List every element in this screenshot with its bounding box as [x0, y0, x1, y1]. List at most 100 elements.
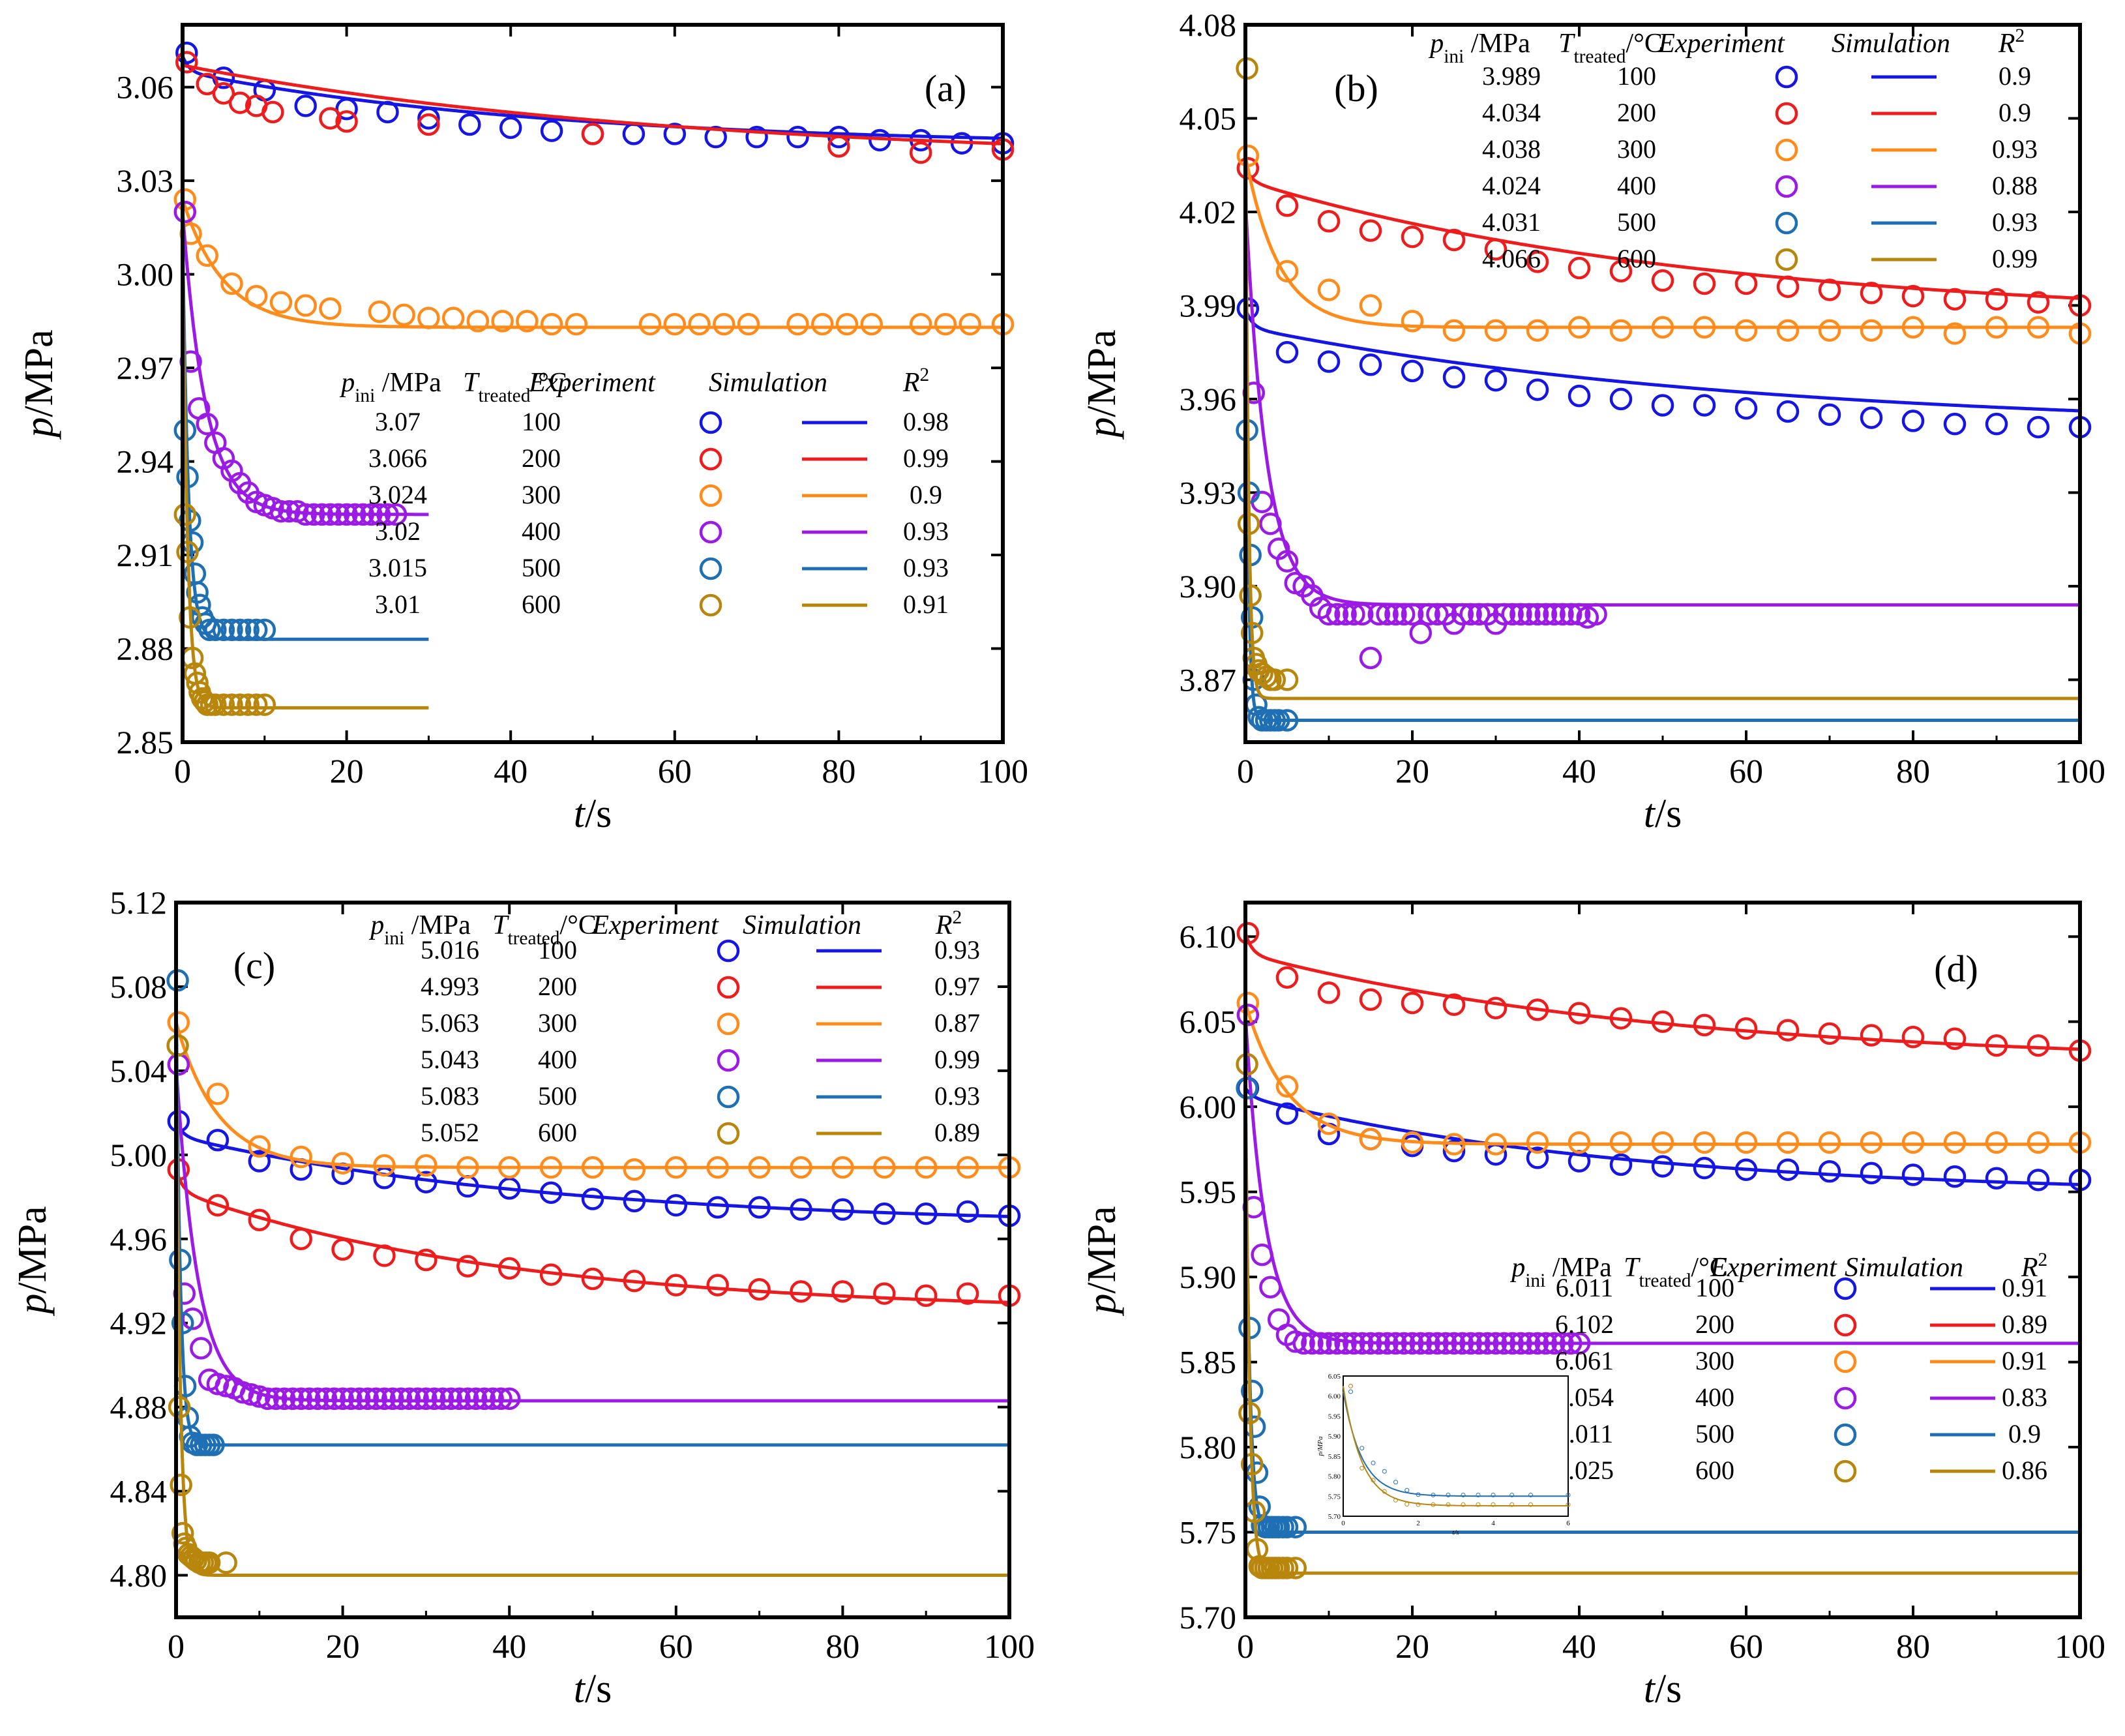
legend-pini-value: 3.066: [368, 443, 427, 473]
legend-temperature-value: 300: [1617, 134, 1656, 164]
experiment-point-300: [860, 312, 883, 336]
experiment-point-300: [173, 188, 197, 211]
inset-point-600: [1404, 1502, 1410, 1507]
legend-pini-value: 5.043: [421, 1045, 479, 1074]
x-tick-label: 20: [330, 753, 364, 790]
experiment-point-400: [368, 503, 391, 526]
experiment-point-300: [1693, 316, 1716, 339]
experiment-point-100: [581, 1188, 604, 1210]
simulation-line-300: [1245, 155, 2080, 329]
experiment-point-200: [212, 82, 235, 105]
legend-marker-200: [1834, 1313, 1857, 1337]
experiment-point-100: [748, 1196, 771, 1219]
experiment-point-400: [1568, 1332, 1591, 1355]
legend-temperature-value: 400: [1617, 171, 1656, 200]
experiment-point-300: [1860, 319, 1883, 342]
experiment-point-300: [294, 294, 317, 317]
experiment-point-200: [873, 1282, 896, 1305]
experiment-point-500: [1240, 1379, 1264, 1403]
experiment-point-400: [1434, 1332, 1457, 1355]
experiment-point-400: [1418, 1332, 1440, 1355]
experiment-point-400: [376, 503, 399, 526]
y-tick-label: 2.85: [117, 724, 174, 760]
simulation-line-400: [1245, 199, 2080, 607]
inset-x-tick-label: 0: [1341, 1519, 1345, 1527]
experiment-point-600: [173, 503, 197, 526]
experiment-point-100: [706, 1196, 729, 1219]
inset-y-label: p/MPa: [1316, 1436, 1324, 1456]
experiment-point-400: [481, 1387, 504, 1411]
x-axis-label: t/s: [1644, 792, 1682, 836]
legend-pini-value: 4.034: [1482, 98, 1541, 127]
x-tick-label: 60: [1729, 753, 1763, 790]
plot-frame: [1243, 23, 2082, 744]
experiment-point-300: [1484, 319, 1508, 342]
experiment-point-200: [1401, 225, 1424, 248]
legend-marker-400: [1834, 1386, 1857, 1410]
experiment-point-400: [473, 1387, 496, 1411]
experiment-point-300: [1568, 1131, 1591, 1154]
experiment-point-300: [1901, 316, 1925, 339]
legend-r2-value: 0.93: [934, 1081, 980, 1111]
legend-r2-value: 0.9: [1999, 61, 2031, 91]
experiment-point-100: [1484, 368, 1508, 392]
legend-marker-500: [1834, 1423, 1857, 1446]
experiment-point-500: [253, 618, 276, 642]
experiment-point-300: [565, 312, 588, 336]
series-400: [1242, 199, 2080, 670]
experiment-point-600: [168, 1396, 191, 1418]
legend-temperature-value: 300: [522, 480, 561, 509]
experiment-point-100: [540, 119, 563, 142]
chart-panel-a: 0 20 40 60 80 100 2.85 2.88 2.91 2.94 2.97 3.00 3.03…: [17, 23, 1028, 836]
experiment-point-100: [1734, 397, 1758, 420]
experiment-point-300: [331, 1152, 354, 1175]
legend-temperature-value: 300: [538, 1008, 577, 1038]
experiment-point-400: [464, 1387, 488, 1411]
experiment-point-300: [1943, 1131, 1967, 1154]
experiment-point-300: [220, 272, 243, 295]
experiment-point-400: [1275, 550, 1299, 573]
experiment-point-200: [2027, 1034, 2050, 1057]
legend-temperature-value: 500: [1617, 207, 1656, 237]
legend-marker-500: [1775, 211, 1798, 235]
experiment-point-300: [1442, 319, 1466, 342]
experiment-point-300: [269, 291, 293, 314]
legend-header-ttreated: Ttreated/°C: [492, 910, 597, 949]
y-axis-label: p/MPa: [1080, 1206, 1124, 1316]
experiment-point-300: [873, 1156, 896, 1179]
legend-marker-100: [1775, 65, 1798, 89]
legend-header-r2: R2: [902, 365, 929, 398]
series-200: [175, 51, 1015, 164]
experiment-point-300: [1651, 316, 1674, 339]
experiment-point-200: [664, 1274, 688, 1296]
experiment-point-400: [1367, 1332, 1391, 1355]
experiment-point-200: [1275, 194, 1299, 217]
experiment-point-200: [1860, 1024, 1883, 1047]
y-tick-label: 4.02: [1180, 194, 1237, 230]
experiment-point-600: [1275, 668, 1299, 691]
legend-pini-value: 3.01: [375, 590, 421, 619]
experiment-point-300: [167, 1011, 190, 1034]
experiment-point-300: [1359, 294, 1382, 317]
legend-pini-value: 5.083: [421, 1081, 479, 1111]
inset-x-tick-label: 6: [1566, 1519, 1570, 1527]
experiment-point-300: [1901, 1131, 1925, 1154]
inset-y-tick-label: 5.85: [1328, 1453, 1341, 1461]
legend-pini-value: 4.031: [1482, 207, 1541, 237]
legend-marker-100: [1834, 1277, 1857, 1300]
simulation-line-300: [183, 198, 1003, 329]
experiment-point-400: [1326, 603, 1349, 626]
legend-r2-value: 0.93: [1992, 207, 2038, 237]
experiment-point-400: [1317, 1332, 1341, 1355]
experiment-point-400: [373, 1387, 396, 1411]
experiment-point-600: [245, 693, 268, 716]
inset-x-tick-label: 4: [1491, 1519, 1495, 1527]
simulation-line-600: [1245, 68, 2080, 700]
experiment-point-300: [1526, 1131, 1549, 1154]
experiment-point-100: [664, 1193, 688, 1217]
experiment-point-300: [498, 1156, 521, 1179]
legend-marker-600: [1834, 1459, 1857, 1483]
experiment-point-400: [231, 1381, 254, 1404]
